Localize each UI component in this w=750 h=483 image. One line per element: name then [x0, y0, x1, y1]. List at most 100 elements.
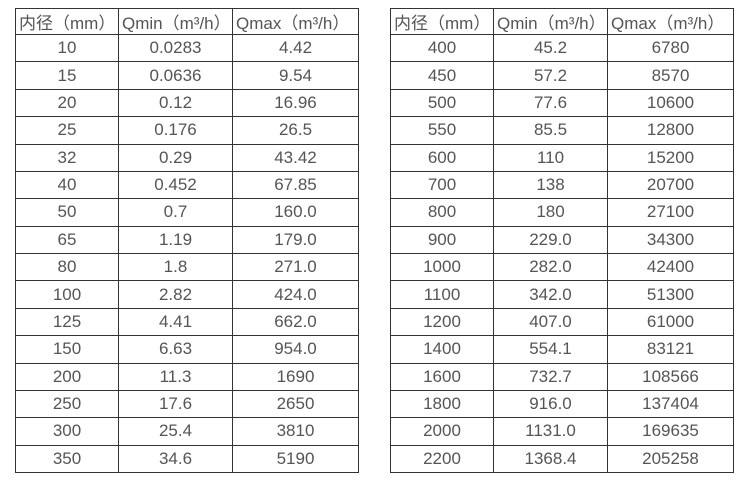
cell-qmax-m3h: 34300 — [607, 225, 734, 255]
cell-inner-diameter-mm: 1600 — [390, 362, 494, 391]
cell-inner-diameter-mm: 700 — [390, 170, 494, 200]
cell-qmin-m3h: 1131.0 — [493, 417, 608, 446]
cell-qmin-m3h: 407.0 — [493, 307, 608, 337]
table-row: 1400 554.1 83121 — [390, 335, 734, 364]
cell-qmax-m3h: 61000 — [607, 307, 734, 337]
cell-inner-diameter-mm: 40 — [15, 170, 119, 200]
cell-qmax-m3h: 1690 — [232, 362, 359, 391]
table-body: 400 45.2 6780 450 57.2 8570 500 77.6 10600 550 85.… — [390, 33, 734, 474]
table-row: 1800 916.0 137404 — [390, 389, 734, 419]
cell-qmax-m3h: 137404 — [607, 389, 734, 419]
cell-inner-diameter-mm: 10 — [15, 33, 119, 63]
cell-qmax-m3h: 12800 — [607, 116, 734, 145]
cell-qmin-m3h: 0.0283 — [118, 33, 233, 63]
cell-qmax-m3h: 42400 — [607, 252, 734, 282]
table-row: 1100 342.0 51300 — [390, 280, 734, 309]
cell-inner-diameter-mm: 125 — [15, 307, 119, 337]
cell-inner-diameter-mm: 250 — [15, 389, 119, 419]
table-row: 350 34.6 5190 — [15, 444, 359, 474]
cell-inner-diameter-mm: 100 — [15, 280, 119, 309]
cell-inner-diameter-mm: 1100 — [390, 280, 494, 309]
cell-qmin-m3h: 6.63 — [118, 335, 233, 364]
cell-qmax-m3h: 662.0 — [232, 307, 359, 337]
column-header-qmin-m3h: Qmin（m³/h） — [118, 8, 233, 35]
cell-qmax-m3h: 8570 — [607, 61, 734, 90]
cell-qmax-m3h: 20700 — [607, 170, 734, 200]
table-row: 300 25.4 3810 — [15, 417, 359, 446]
cell-qmax-m3h: 83121 — [607, 335, 734, 364]
cell-inner-diameter-mm: 2200 — [390, 444, 494, 474]
table-row: 2200 1368.4 205258 — [390, 444, 734, 474]
cell-qmin-m3h: 1.19 — [118, 225, 233, 255]
cell-inner-diameter-mm: 450 — [390, 61, 494, 90]
cell-qmin-m3h: 1.8 — [118, 252, 233, 282]
cell-qmin-m3h: 0.0636 — [118, 61, 233, 90]
table-body: 10 0.0283 4.42 15 0.0636 9.54 20 0.12 16.96 25 0.1… — [15, 33, 359, 474]
cell-qmax-m3h: 160.0 — [232, 198, 359, 227]
cell-qmax-m3h: 51300 — [607, 280, 734, 309]
column-header-qmax-m3h: Qmax（m³/h） — [232, 8, 359, 35]
cell-inner-diameter-mm: 20 — [15, 88, 119, 118]
table-row: 100 2.82 424.0 — [15, 280, 359, 309]
cell-qmin-m3h: 0.12 — [118, 88, 233, 118]
table-row: 450 57.2 8570 — [390, 61, 734, 90]
cell-inner-diameter-mm: 1800 — [390, 389, 494, 419]
cell-inner-diameter-mm: 550 — [390, 116, 494, 145]
cell-qmin-m3h: 229.0 — [493, 225, 608, 255]
table-row: 80 1.8 271.0 — [15, 252, 359, 282]
cell-qmax-m3h: 2650 — [232, 389, 359, 419]
cell-qmax-m3h: 15200 — [607, 143, 734, 172]
cell-qmax-m3h: 205258 — [607, 444, 734, 474]
table-row: 2000 1131.0 169635 — [390, 417, 734, 446]
table-row: 700 138 20700 — [390, 170, 734, 200]
cell-qmin-m3h: 282.0 — [493, 252, 608, 282]
table-row: 150 6.63 954.0 — [15, 335, 359, 364]
cell-qmax-m3h: 4.42 — [232, 33, 359, 63]
cell-inner-diameter-mm: 400 — [390, 33, 494, 63]
cell-inner-diameter-mm: 200 — [15, 362, 119, 391]
cell-qmin-m3h: 180 — [493, 198, 608, 227]
cell-qmax-m3h: 67.85 — [232, 170, 359, 200]
table-row: 900 229.0 34300 — [390, 225, 734, 255]
table-header: 内径（mm） Qmin（m³/h） Qmax（m³/h） — [15, 8, 359, 35]
cell-qmin-m3h: 342.0 — [493, 280, 608, 309]
header-row: 内径（mm） Qmin（m³/h） Qmax（m³/h） — [390, 8, 734, 35]
cell-inner-diameter-mm: 1000 — [390, 252, 494, 282]
table-row: 1000 282.0 42400 — [390, 252, 734, 282]
table-row: 800 180 27100 — [390, 198, 734, 227]
cell-qmax-m3h: 271.0 — [232, 252, 359, 282]
cell-qmin-m3h: 85.5 — [493, 116, 608, 145]
cell-qmin-m3h: 0.452 — [118, 170, 233, 200]
column-header-inner-diameter-mm: 内径（mm） — [15, 8, 119, 35]
cell-qmin-m3h: 1368.4 — [493, 444, 608, 474]
cell-qmin-m3h: 0.29 — [118, 143, 233, 172]
cell-qmin-m3h: 0.7 — [118, 198, 233, 227]
table-row: 250 17.6 2650 — [15, 389, 359, 419]
cell-qmax-m3h: 9.54 — [232, 61, 359, 90]
cell-qmin-m3h: 17.6 — [118, 389, 233, 419]
cell-inner-diameter-mm: 32 — [15, 143, 119, 172]
cell-inner-diameter-mm: 150 — [15, 335, 119, 364]
table-row: 400 45.2 6780 — [390, 33, 734, 63]
table-row: 15 0.0636 9.54 — [15, 61, 359, 90]
cell-qmax-m3h: 10600 — [607, 88, 734, 118]
cell-qmax-m3h: 3810 — [232, 417, 359, 446]
table-row: 20 0.12 16.96 — [15, 88, 359, 118]
cell-qmax-m3h: 169635 — [607, 417, 734, 446]
table-row: 500 77.6 10600 — [390, 88, 734, 118]
cell-qmin-m3h: 138 — [493, 170, 608, 200]
cell-qmax-m3h: 954.0 — [232, 335, 359, 364]
cell-qmax-m3h: 27100 — [607, 198, 734, 227]
cell-inner-diameter-mm: 2000 — [390, 417, 494, 446]
column-header-qmin-m3h: Qmin（m³/h） — [493, 8, 608, 35]
cell-inner-diameter-mm: 1400 — [390, 335, 494, 364]
cell-inner-diameter-mm: 600 — [390, 143, 494, 172]
table-row: 40 0.452 67.85 — [15, 170, 359, 200]
table-row: 65 1.19 179.0 — [15, 225, 359, 255]
table-row: 50 0.7 160.0 — [15, 198, 359, 227]
table-row: 125 4.41 662.0 — [15, 307, 359, 337]
table-row: 25 0.176 26.5 — [15, 116, 359, 145]
cell-qmin-m3h: 77.6 — [493, 88, 608, 118]
flow-spec-table-small-diameters: 内径（mm） Qmin（m³/h） Qmax（m³/h） 10 0.0283 4.42 1… — [15, 8, 359, 474]
cell-qmin-m3h: 25.4 — [118, 417, 233, 446]
